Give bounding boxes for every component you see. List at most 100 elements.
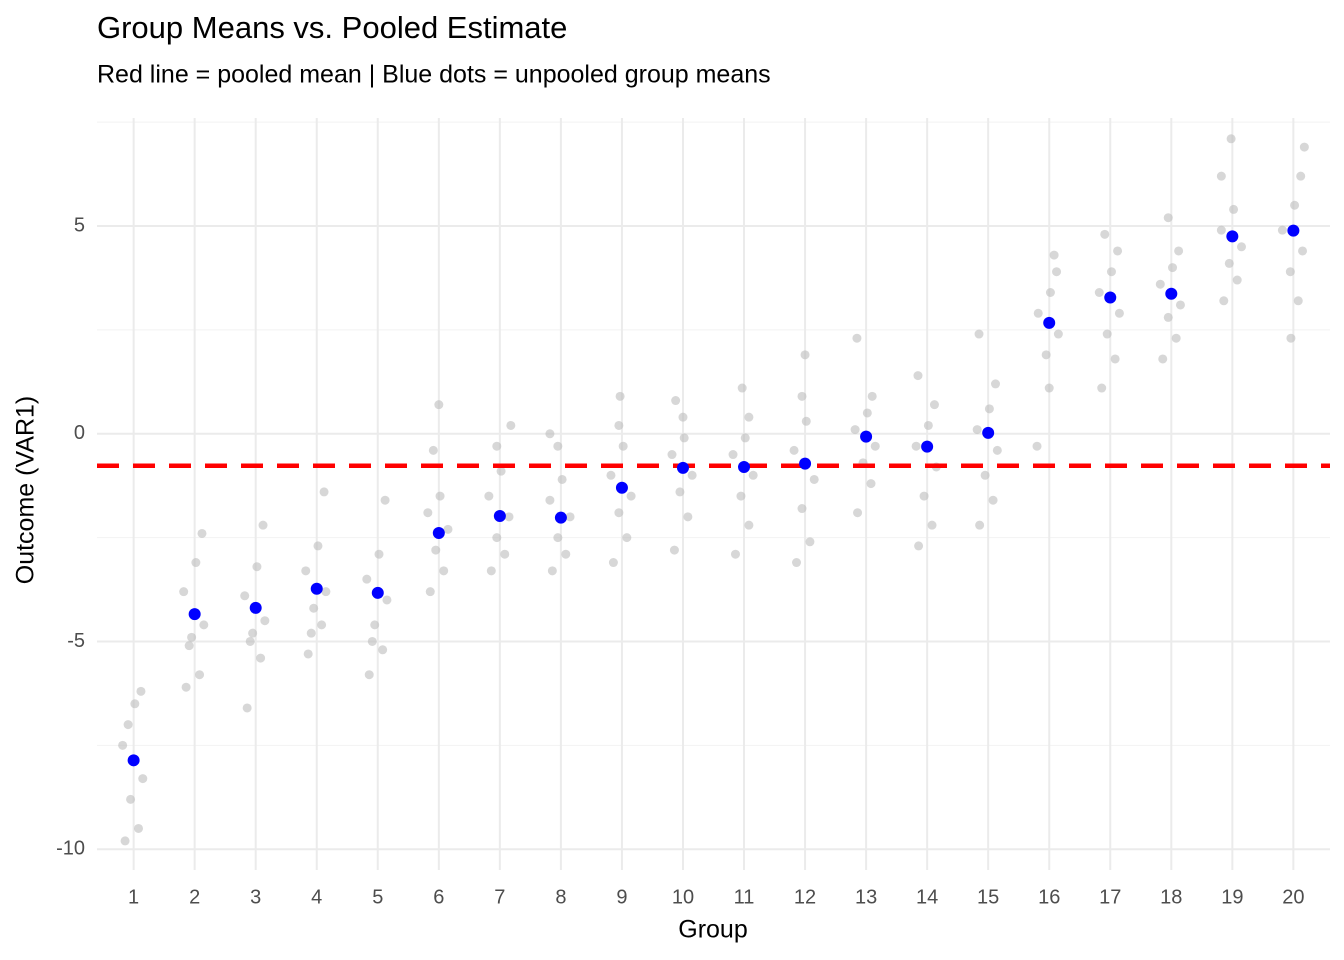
observation-point [1216,225,1226,235]
y-tick-label: -5 [67,630,85,652]
observation-point [675,487,685,497]
observation-point [179,587,189,597]
observation-point [984,404,994,414]
observation-point [306,628,316,638]
observation-point [748,470,758,480]
y-tick-label: -10 [56,838,85,860]
observation-point [614,508,624,518]
observation-point [730,549,740,559]
observation-point [1044,383,1054,393]
observation-point [1299,142,1309,152]
x-tick-label: 19 [1221,886,1243,908]
x-tick-label: 10 [672,886,694,908]
observation-point [547,566,557,576]
observation-point [374,549,384,559]
x-tick-label: 13 [855,886,877,908]
observation-point [484,491,494,501]
observation-point [1226,134,1236,144]
group-mean-point [188,608,201,621]
observation-point [492,533,502,543]
observation-point [130,699,140,709]
observation-point [317,620,327,630]
observation-point [367,636,377,646]
observation-point [1168,263,1178,273]
observation-point [362,574,372,584]
group-mean-point [738,460,751,473]
observation-point [496,466,506,476]
observation-point [972,425,982,435]
observation-point [1174,246,1184,256]
observation-point [1277,225,1287,235]
observation-point [744,412,754,422]
y-tick-label: 5 [74,214,85,236]
observation-point [913,371,923,381]
observation-point [1216,171,1226,181]
chart-subtitle: Red line = pooled mean | Blue dots = unp… [97,61,771,89]
observation-point [867,391,877,401]
x-tick-label: 14 [916,886,938,908]
x-tick-label: 15 [977,886,999,908]
observation-point [553,441,563,451]
observation-point [134,823,144,833]
observation-point [561,549,571,559]
x-tick-label: 5 [372,886,383,908]
observation-point [679,433,689,443]
observation-point [911,441,921,451]
observation-point [805,537,815,547]
observation-point [870,441,880,451]
group-mean-point [982,426,995,439]
observation-point [797,504,807,514]
observation-point [434,400,444,410]
group-mean-point [860,430,873,443]
observation-point [181,682,191,692]
observation-point [184,641,194,651]
observation-point [364,670,374,680]
observation-point [118,740,128,750]
observation-point [975,520,985,530]
observation-point [123,720,133,730]
observation-point [1100,229,1110,239]
observation-point [1175,300,1185,310]
observation-point [792,558,802,568]
observation-point [431,545,441,555]
observation-point [1171,333,1181,343]
group-mean-point [1104,291,1117,304]
y-axis-title: Outcome (VAR1) [12,396,40,584]
observation-point [1163,213,1173,223]
observation-point [197,528,207,538]
observation-point [980,470,990,480]
observation-point [974,329,984,339]
observation-point [927,520,937,530]
observation-point [504,512,514,522]
observation-point [737,383,747,393]
observation-point [380,495,390,505]
group-mean-point [371,586,384,599]
observation-point [1041,350,1051,360]
x-tick-label: 7 [494,886,505,908]
observation-point [866,479,876,489]
observation-point [618,441,628,451]
observation-point [1097,383,1107,393]
group-mean-point [615,481,628,494]
observation-point [506,420,516,430]
observation-point [248,628,258,638]
observation-point [687,470,697,480]
observation-point [923,420,933,430]
observation-point [1224,258,1234,268]
observation-point [667,450,677,460]
observation-point [428,445,438,455]
observation-point [800,350,810,360]
observation-point [728,450,738,460]
observation-point [801,416,811,426]
group-mean-point [554,511,567,524]
group-mean-point [1226,230,1239,243]
observation-point [435,491,445,501]
observation-point [423,508,433,518]
x-axis-title: Group [678,916,747,944]
observation-point [914,541,924,551]
observation-point [443,524,453,534]
observation-point [1053,329,1063,339]
group-mean-point [1043,316,1056,329]
x-tick-label: 4 [311,886,322,908]
observation-point [1155,279,1165,289]
